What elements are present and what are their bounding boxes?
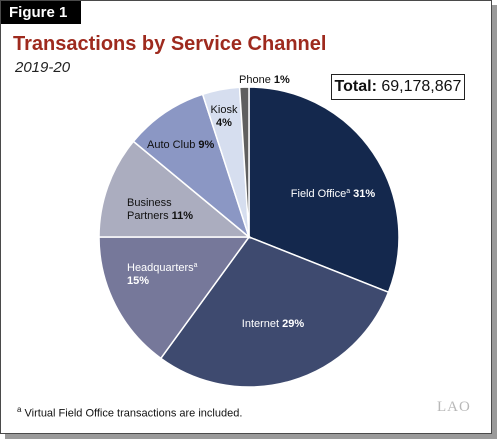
pie-slice-phone xyxy=(238,86,250,238)
footnote-marker: a xyxy=(17,405,22,414)
total-value: 69,178,867 xyxy=(381,78,462,95)
slice-label-kiosk: Kiosk 4% xyxy=(211,104,238,129)
footnote-text: Virtual Field Office transactions are in… xyxy=(24,407,243,420)
slice-label-business-partners: Business Partners 11% xyxy=(127,197,193,222)
slice-label-headquarters: Headquartersa 15% xyxy=(127,262,198,287)
chart-title: Transactions by Service Channel xyxy=(13,33,327,55)
pie-slice-business-partners xyxy=(98,140,252,238)
figure-frame: Figure 1 Transactions by Service Channel… xyxy=(0,0,492,434)
pie-slice-headquarters xyxy=(98,236,251,360)
pie-chart: Field Officea 31% Internet 29% Headquarter… xyxy=(98,74,400,388)
slice-label-auto-club: Auto Club 9% xyxy=(147,139,214,151)
total-label: Total: xyxy=(334,78,377,95)
pie-slice-auto-club xyxy=(132,93,251,240)
figure-tag: Figure 1 xyxy=(1,1,82,24)
slice-label-phone: Phone 1% xyxy=(239,74,290,86)
pie-slice-field-office xyxy=(248,86,400,294)
pie-slice-internet xyxy=(159,236,390,388)
lao-logo: LAO xyxy=(437,399,471,415)
total-box: Total: 69,178,867 xyxy=(331,74,465,100)
footnote: a Virtual Field Office transactions are … xyxy=(17,405,242,420)
slice-label-field-office: Field Officea 31% xyxy=(291,188,376,200)
chart-subtitle: 2019-20 xyxy=(15,59,71,76)
slice-label-internet: Internet 29% xyxy=(242,318,305,330)
